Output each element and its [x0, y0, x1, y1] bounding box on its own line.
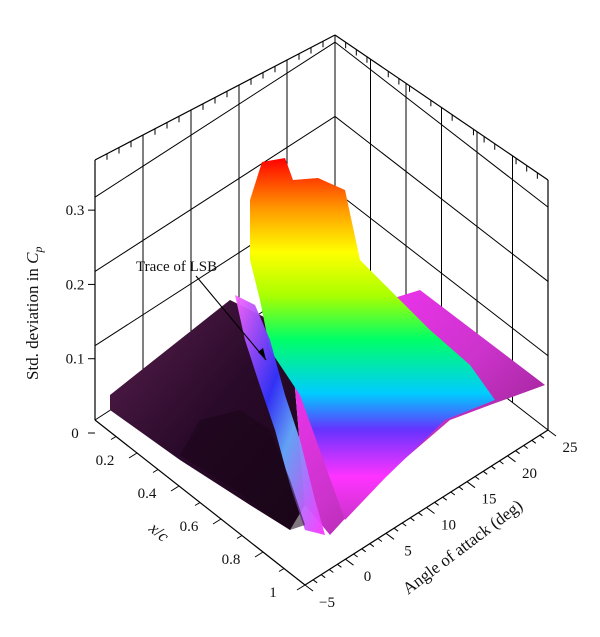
aoa-minor-tick [523, 445, 529, 449]
annotation-arrow [195, 275, 267, 361]
xc-tick-mark [128, 452, 138, 459]
aoa-minor-tick [401, 522, 407, 527]
ticks: 0 0.1 0.2 0.3 0.2 0.4 0.6 0.8 1 −5 0 5 10 15 20 25 [66, 41, 578, 611]
xc-tick-label: 0.4 [138, 486, 157, 502]
x-axis-title: x/c [145, 518, 174, 546]
aoa-tick-label: −5 [319, 595, 335, 611]
aoa-minor-tick [377, 538, 383, 542]
aoa-minor-tick [474, 476, 480, 480]
grid-left-horizontal [94, 116, 336, 272]
aoa-minor-tick [450, 491, 456, 496]
grid-left-horizontal [94, 41, 336, 198]
surface [110, 158, 545, 535]
aoa-tick-label: 25 [563, 440, 578, 456]
aoa-tick-mark [547, 429, 557, 437]
aoa-tick-mark [385, 532, 395, 540]
surface-dark-foreground [180, 410, 305, 530]
aoa-minor-tick [361, 548, 367, 553]
grid-right-horizontal [334, 190, 549, 357]
aoa-minor-tick [434, 501, 439, 506]
y-axis-title: Angle of attack (deg) [399, 496, 526, 598]
annotation-arrow-head [258, 348, 266, 360]
annotation-text: Trace of LSB [136, 259, 217, 275]
aoa-tick-label: 20 [522, 466, 537, 482]
xc-minor-tick [110, 436, 117, 440]
aoa-minor-tick [515, 450, 520, 455]
aoa-minor-tick [531, 439, 537, 444]
aoa-minor-tick [539, 434, 545, 439]
xc-minor-tick [278, 568, 285, 572]
aoa-tick-mark [304, 584, 314, 592]
aoa-tick-mark [426, 507, 435, 514]
aoa-tick-label: 10 [441, 518, 456, 534]
aoa-tick-mark [466, 481, 476, 489]
aoa-minor-tick [337, 563, 342, 568]
xc-tick-mark [170, 485, 180, 492]
aoa-tick-label: 15 [482, 492, 497, 508]
aoa-minor-tick [418, 512, 423, 517]
annotation: Trace of LSB [136, 259, 267, 361]
xc-tick-label: 0.2 [96, 453, 115, 469]
surface-lsb-band [235, 295, 325, 535]
surface-ridge [250, 158, 495, 520]
aoa-minor-tick [353, 553, 358, 558]
z-axis-title-sub: p [31, 246, 45, 253]
xc-minor-tick [236, 535, 243, 539]
aoa-minor-tick [482, 470, 488, 475]
z-tick-label: 0 [71, 426, 79, 442]
z-tick-label: 0.2 [66, 277, 85, 293]
z-axis-title-symbol: C [23, 252, 42, 264]
aoa-tick-mark [507, 455, 516, 463]
grid-right-horizontal [334, 116, 549, 282]
aoa-minor-tick [442, 496, 448, 501]
z-tick-label: 0.3 [66, 203, 85, 219]
z-axis-title: Std. deviation in Cp [23, 246, 45, 380]
aoa-minor-tick [328, 569, 334, 573]
xc-tick-label: 1 [269, 585, 277, 601]
grid-right-horizontal [334, 41, 549, 208]
aoa-tick-label: 0 [364, 569, 372, 585]
aoa-minor-tick [409, 517, 415, 522]
aoa-minor-tick [320, 574, 326, 579]
xc-minor-tick [194, 502, 201, 506]
z-tick-label: 0.1 [66, 352, 85, 368]
xc-tick-mark [296, 584, 306, 591]
z-axis-title-text: Std. deviation in [23, 264, 42, 380]
aoa-minor-tick [312, 579, 318, 584]
aoa-minor-tick [499, 460, 504, 465]
aoa-minor-tick [393, 527, 399, 532]
xc-tick-label: 0.6 [180, 519, 199, 535]
xc-minor-tick [152, 469, 159, 473]
aoa-minor-tick [458, 486, 464, 491]
aoa-tick-label: 5 [404, 543, 412, 559]
xc-tick-mark [212, 518, 222, 525]
aoa-minor-tick [490, 465, 496, 470]
aoa-tick-mark [345, 558, 354, 566]
xc-tick-label: 0.8 [222, 552, 241, 568]
xc-tick-mark [254, 551, 264, 558]
aoa-minor-tick [369, 543, 375, 548]
